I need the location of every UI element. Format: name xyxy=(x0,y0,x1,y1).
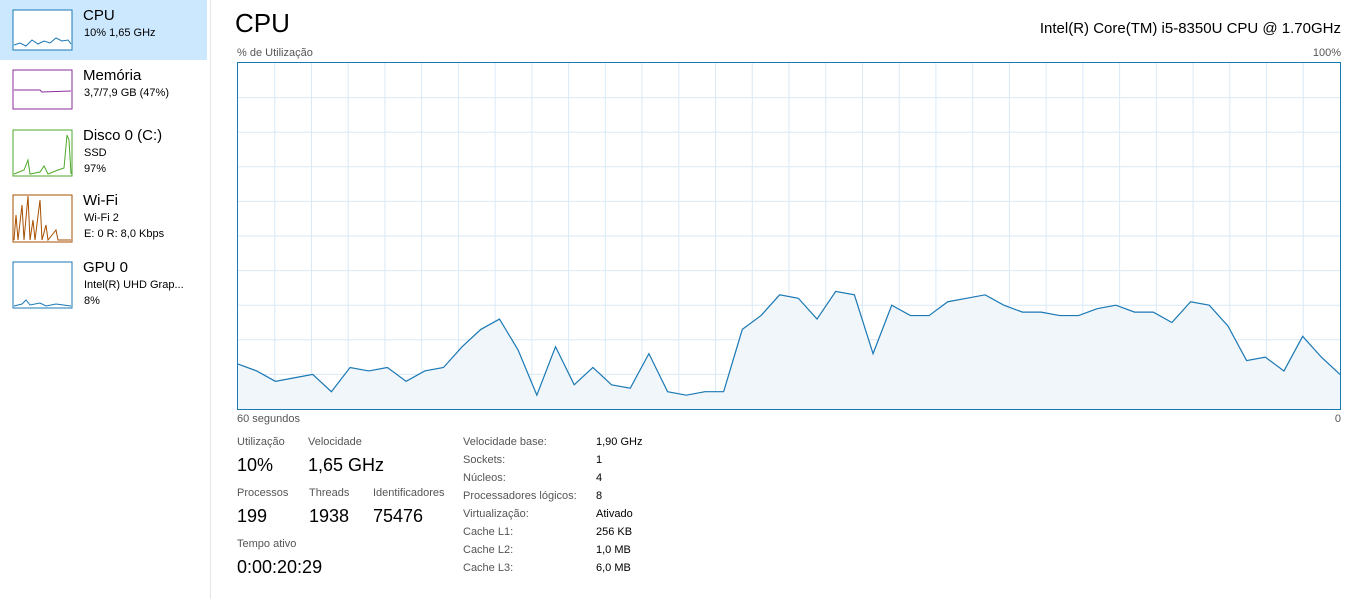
stat-label: Identificadores xyxy=(373,487,445,499)
stat-value: 199 xyxy=(237,506,267,526)
detail-key: Núcleos: xyxy=(463,472,506,484)
item-detail: 8% xyxy=(84,295,100,307)
area xyxy=(238,291,1340,409)
processor: Intel(R) Core(TM) i5-8350U CPU @ 1.70GHz xyxy=(1040,20,1341,37)
y-max-label: 100% xyxy=(1313,47,1341,59)
item-name: Disco 0 (C:) xyxy=(83,127,162,144)
stat-label: Threads xyxy=(309,487,350,499)
item-name: GPU 0 xyxy=(83,259,128,276)
sidebar-item[interactable]: GPU 0 Intel(R) UHD Grap... 8% xyxy=(83,259,184,307)
detail-value: 8 xyxy=(596,490,602,502)
grid xyxy=(238,63,1340,409)
detail-value: 256 KB xyxy=(596,526,632,538)
sidebar-item[interactable]: Disco 0 (C:) SSD 97% xyxy=(83,127,162,175)
line xyxy=(237,290,1341,397)
detail-value: 4 xyxy=(596,472,602,484)
sidebar-item[interactable]: Memória 3,7/7,9 GB (47%) xyxy=(83,67,169,99)
x-right-label: 0 xyxy=(1335,413,1341,425)
stat-value: 75476 xyxy=(373,506,423,526)
stat-value: 1938 xyxy=(309,506,349,526)
item-detail: 3,7/7,9 GB (47%) xyxy=(84,87,169,99)
sidebar-item[interactable]: CPU 10% 1,65 GHz xyxy=(83,7,156,39)
graph-frame xyxy=(237,62,1341,410)
detail-key: Cache L1: xyxy=(463,526,513,538)
detail-key: Sockets: xyxy=(463,454,505,466)
detail-value: 6,0 MB xyxy=(596,562,631,574)
stat-value: 1,65 GHz xyxy=(308,455,384,475)
title: CPU xyxy=(235,8,290,38)
item-name: Memória xyxy=(83,67,142,84)
item-detail: Intel(R) UHD Grap... xyxy=(84,279,184,291)
stat-label: Tempo ativo xyxy=(237,538,296,550)
stat-value: 0:00:20:29 xyxy=(237,557,322,577)
item-name: CPU xyxy=(83,7,115,24)
detail-value: 1,90 GHz xyxy=(596,436,642,448)
thumbnails xyxy=(12,9,73,309)
x-left-label: 60 segundos xyxy=(237,413,300,425)
detail-key: Cache L3: xyxy=(463,562,513,574)
stat-value: 10% xyxy=(237,455,273,475)
item-name: Wi-Fi xyxy=(83,192,118,209)
detail-value: 1,0 MB xyxy=(596,544,631,556)
detail-value: Ativado xyxy=(596,508,633,520)
detail-key: Cache L2: xyxy=(463,544,513,556)
stat-label: Processos xyxy=(237,487,289,499)
detail-value: 1 xyxy=(596,454,602,466)
item-detail: SSD xyxy=(84,147,107,159)
y-label: % de Utilização xyxy=(237,47,313,59)
stat-label: Utilização xyxy=(237,436,285,448)
detail-key: Processadores lógicos: xyxy=(463,490,577,502)
item-detail: Wi-Fi 2 xyxy=(84,212,119,224)
item-detail: E: 0 R: 8,0 Kbps xyxy=(84,228,165,240)
item-detail: 97% xyxy=(84,163,106,175)
item-detail: 10% 1,65 GHz xyxy=(84,27,156,39)
stat-label: Velocidade xyxy=(308,436,362,448)
detail-key: Virtualização: xyxy=(463,508,529,520)
sidebar-item[interactable]: Wi-Fi Wi-Fi 2 E: 0 R: 8,0 Kbps xyxy=(83,192,165,240)
detail-key: Velocidade base: xyxy=(463,436,547,448)
